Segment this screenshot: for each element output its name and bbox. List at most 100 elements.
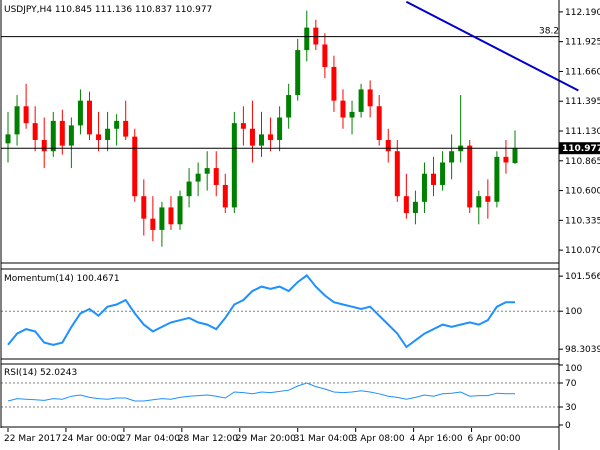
current-price-tag-background <box>559 142 600 155</box>
time-tick-label: 6 Apr 00:00 <box>468 434 521 444</box>
momentum-tick-label: 98.3039 <box>565 345 600 355</box>
time-tick-label: 29 Mar 20:00 <box>236 434 296 444</box>
price-tick-label: 111.130 <box>565 127 600 137</box>
rsi-axis-ticks: 100 70 30 0 <box>559 364 582 431</box>
candle-body <box>349 111 355 118</box>
descending-trendline[interactable] <box>405 0 579 92</box>
candle-body <box>150 218 156 230</box>
candle-body <box>376 106 382 140</box>
candle-body <box>367 89 373 107</box>
candle-body <box>14 106 20 135</box>
candle-body <box>177 196 183 225</box>
candle-body <box>249 128 255 146</box>
candle-body <box>123 120 129 137</box>
candle-body <box>412 201 418 214</box>
candle-body <box>231 123 237 208</box>
time-tick-label: 22 Mar 2017 <box>4 434 61 444</box>
candle-body <box>186 181 192 197</box>
candle-body <box>268 134 274 140</box>
time-tick-label: 4 Apr 16:00 <box>410 434 463 444</box>
candle-body <box>403 196 409 214</box>
candle-body <box>195 173 201 182</box>
rsi-tick-label: 0 <box>565 421 571 431</box>
current-price-tag: 110.977 <box>559 142 600 155</box>
candle-body <box>59 120 65 146</box>
price-tick-label: 112.190 <box>565 8 600 18</box>
candle-body <box>259 134 264 146</box>
candle-body <box>168 207 174 225</box>
candle-body <box>295 50 301 96</box>
time-tick-label: 3 Apr 08:00 <box>352 434 405 444</box>
momentum-line <box>7 274 515 349</box>
rsi-line <box>7 382 515 402</box>
fibonacci-38-2-label: 38.2 <box>539 27 559 37</box>
candle-body <box>159 207 165 230</box>
rsi-title: RSI(14) 52.0243 <box>4 368 77 378</box>
candle-body <box>132 136 138 197</box>
candle-body <box>213 168 219 185</box>
candle-body <box>32 123 38 140</box>
candle-body <box>340 100 346 118</box>
candle-body <box>385 139 391 152</box>
candle-body <box>449 151 455 163</box>
price-tick-label: 110.600 <box>565 187 600 197</box>
price-axis-ticks: 112.190 111.925 111.660 111.395 111.130 110.8… <box>559 8 600 256</box>
price-candles <box>5 10 518 247</box>
candle-body <box>512 148 518 164</box>
rsi-tick-label: 100 <box>565 364 582 374</box>
candle-body <box>222 184 228 208</box>
candle-body <box>240 123 246 129</box>
candle-body <box>476 196 482 208</box>
candle-body <box>440 162 446 185</box>
price-tick-label: 111.395 <box>565 97 600 107</box>
candle-body <box>331 66 337 101</box>
momentum-tick-label: 101.566 <box>565 272 600 282</box>
current-price-tag-label: 110.977 <box>562 144 600 154</box>
candle-body <box>204 168 210 174</box>
time-tick-label: 24 Mar 00:00 <box>62 434 122 444</box>
rsi-pane[interactable]: RSI(14) 52.0243 <box>1 363 559 428</box>
candle-body <box>114 120 120 129</box>
candle-body <box>68 125 74 146</box>
momentum-title: Momentum(14) 100.4671 <box>4 274 120 284</box>
candle-body <box>5 134 11 144</box>
time-tick-label: 27 Mar 04:00 <box>120 434 180 444</box>
candle-body <box>467 145 473 208</box>
candle-body <box>494 156 500 202</box>
candle-body <box>141 196 147 219</box>
price-tick-label: 111.925 <box>565 38 600 48</box>
candle-body <box>77 100 83 126</box>
candle-body <box>105 128 111 140</box>
momentum-pane[interactable]: Momentum(14) 100.4671 <box>1 268 559 360</box>
candle-body <box>96 134 102 140</box>
momentum-tick-label: 100 <box>565 307 582 317</box>
candle-body <box>421 173 427 202</box>
candle-body <box>313 27 319 45</box>
candle-body <box>23 106 29 124</box>
candle-body <box>41 139 47 152</box>
candle-body <box>50 120 56 152</box>
candle-body <box>277 117 283 140</box>
candle-body <box>322 44 328 67</box>
candle-body <box>86 100 92 135</box>
momentum-axis-ticks: 101.566 100 98.3039 <box>559 272 600 355</box>
price-tick-label: 110.070 <box>565 246 600 256</box>
time-tick-label: 28 Mar 12:00 <box>178 434 238 444</box>
candle-body <box>485 196 491 202</box>
candle-body <box>503 156 509 163</box>
candle-body <box>431 173 437 185</box>
price-tick-label: 110.335 <box>565 216 600 226</box>
price-pane[interactable]: 38.2 USDJPY,H4 110.845 111.136 110.837 1… <box>1 0 579 264</box>
rsi-tick-label: 70 <box>565 379 577 389</box>
candle-body <box>358 89 364 112</box>
rsi-tick-label: 30 <box>565 403 577 413</box>
time-tick-label: 31 Mar 04:00 <box>294 434 354 444</box>
candle-body <box>394 151 400 197</box>
candle-body <box>286 95 292 118</box>
candle-body <box>304 27 310 51</box>
symbol-header: USDJPY,H4 110.845 111.136 110.837 110.97… <box>4 5 212 15</box>
price-tick-label: 111.660 <box>565 67 600 77</box>
price-tick-label: 110.865 <box>565 157 600 167</box>
